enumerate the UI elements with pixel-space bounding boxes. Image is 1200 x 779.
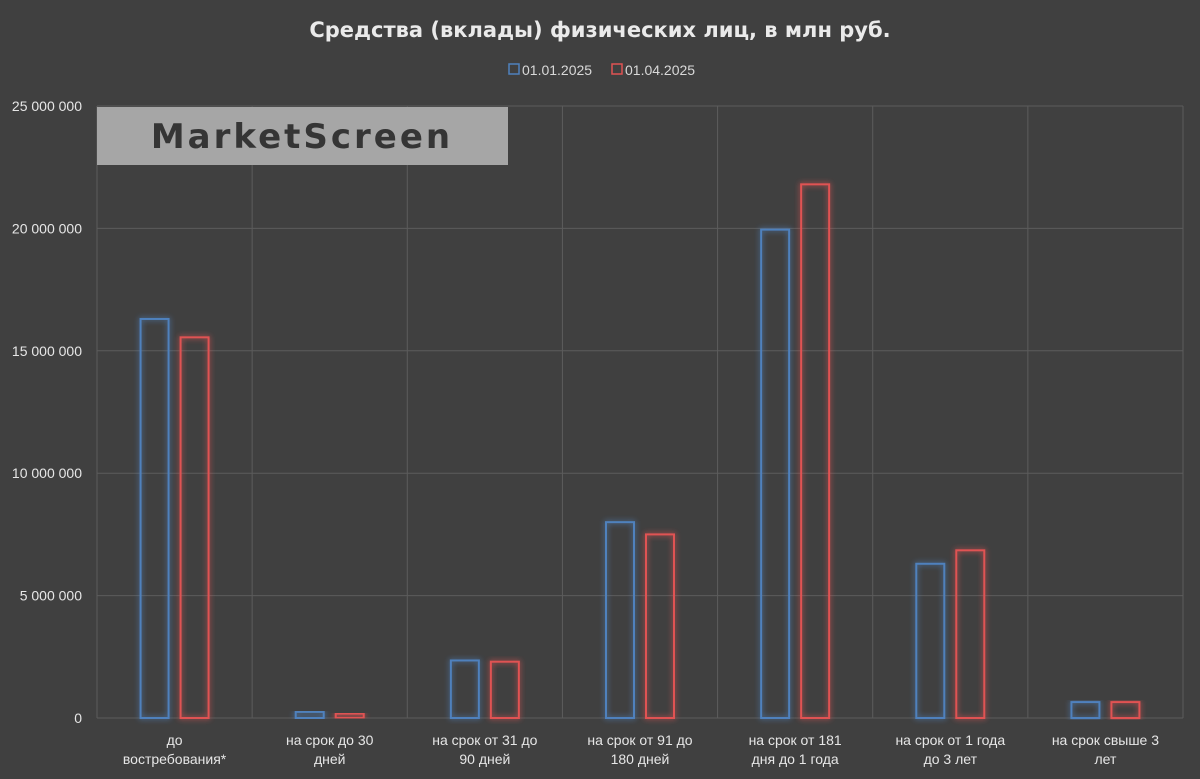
y-axis-tick-labels: 0 5 000 000 10 000 000 15 000 000 20 000 000… [12, 98, 82, 726]
y-tick-label: 10 000 000 [12, 465, 82, 481]
x-axis-category-labels: до востребования* на срок до 30 дней на срок… [123, 732, 1159, 767]
legend-swatch-series-1 [508, 63, 520, 75]
y-tick-label: 25 000 000 [12, 98, 82, 114]
x-category-label: на срок от 91 до 180 дней [587, 732, 692, 767]
bar-series-1 [605, 521, 635, 719]
x-category-label: на срок до 30 дней [286, 732, 374, 767]
bar-series-2 [179, 336, 210, 719]
gridlines [96, 105, 1184, 719]
bar-series-2 [334, 712, 365, 720]
bar-series-2 [800, 183, 831, 719]
bar-series-1 [139, 317, 170, 719]
x-category-label: на срок свыше 3 лет [1052, 732, 1159, 767]
legend-label-series-2: 01.04.2025 [625, 62, 695, 78]
bar-series-1 [915, 562, 946, 719]
bar-series-2 [645, 533, 675, 720]
bar-series-1 [294, 710, 325, 720]
watermark-text: MarketScreen [151, 117, 453, 157]
x-category-label: на срок от 31 до 90 дней [432, 732, 537, 767]
y-tick-label: 20 000 000 [12, 220, 82, 236]
bar-series-1 [449, 659, 480, 719]
y-tick-label: 5 000 000 [20, 588, 82, 604]
watermark-logo: MarketScreen [97, 107, 508, 165]
bar-series-2 [489, 660, 520, 719]
legend-swatch-series-2 [611, 63, 623, 75]
legend-label-series-1: 01.01.2025 [522, 62, 592, 78]
bar-series-2 [955, 549, 986, 720]
watermark-background [97, 107, 508, 165]
x-category-label: до востребования* [123, 732, 227, 767]
bar-series-2 [1110, 701, 1141, 720]
legend: 01.01.2025 01.04.2025 [508, 62, 695, 78]
bars [139, 183, 1141, 720]
bar-series-1 [760, 228, 791, 719]
x-category-label: на срок от 1 года до 3 лет [895, 732, 1005, 767]
chart-title: Средства (вклады) физических лиц, в млн … [309, 18, 890, 42]
bar-series-1 [1070, 701, 1101, 720]
y-tick-label: 15 000 000 [12, 343, 82, 359]
y-tick-label: 0 [74, 710, 82, 726]
x-category-label: на срок от 181 дня до 1 года [749, 732, 842, 767]
